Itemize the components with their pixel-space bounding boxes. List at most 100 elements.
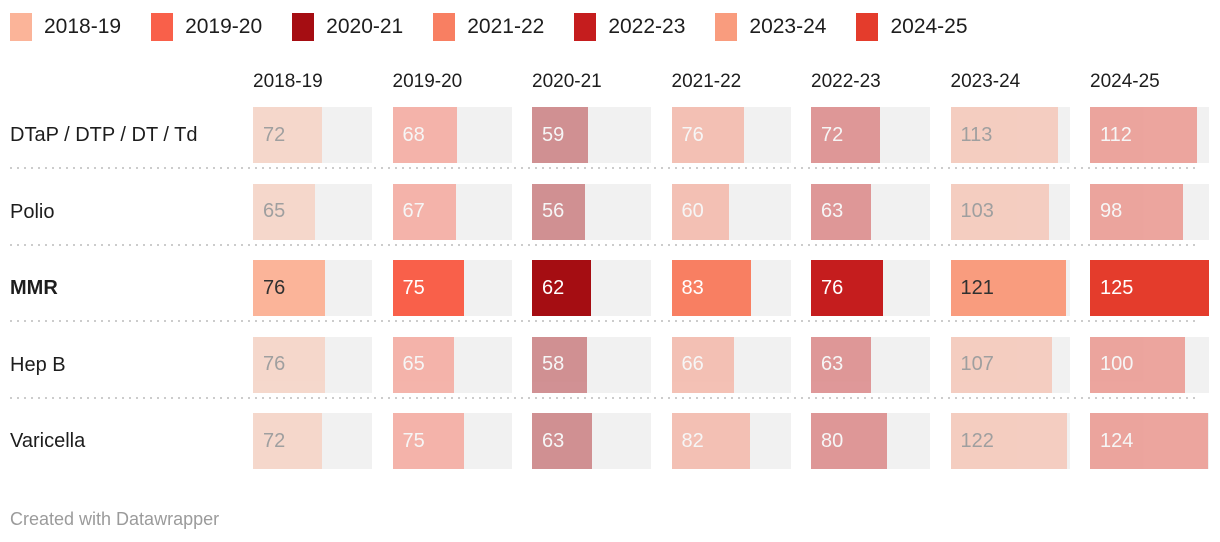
bar-track: 67 xyxy=(392,183,512,240)
bar-value: 100 xyxy=(1100,353,1134,375)
legend-item-2021-22: 2021-22 xyxy=(433,13,544,41)
column-header-2019-20: 2019-20 xyxy=(392,71,463,92)
row-label: MMR xyxy=(10,277,58,299)
column-header-2018-19: 2018-19 xyxy=(253,71,323,92)
bar-track: 65 xyxy=(253,183,372,240)
table-row: Hep B 76 65 58 66 63 107 100 xyxy=(0,336,1209,399)
row-label: Varicella xyxy=(10,430,86,452)
row-label: Polio xyxy=(10,200,55,223)
bar[interactable]: 107 xyxy=(950,336,1053,393)
bar[interactable]: 68 xyxy=(392,107,458,163)
legend-item-2019-20: 2019-20 xyxy=(151,13,262,41)
bar-value: 113 xyxy=(960,123,993,146)
column-headers: 2018-19 2019-20 2020-21 2021-22 2022-23 2023-… xyxy=(0,68,1209,96)
bar[interactable]: 103 xyxy=(950,183,1049,240)
bar[interactable]: 72 xyxy=(253,413,322,469)
bar-track: 121 xyxy=(950,260,1070,316)
legend-swatch-icon xyxy=(856,13,879,41)
bar-track: 125 xyxy=(1090,260,1209,316)
legend-swatch-icon xyxy=(151,13,174,41)
bar-track: 66 xyxy=(671,336,791,393)
bar-track: 83 xyxy=(671,260,791,316)
bar-track: 82 xyxy=(671,413,791,469)
bar-value: 122 xyxy=(960,429,994,452)
table-row: DTaP / DTP / DT / Td 72 68 59 76 72 113 112 xyxy=(0,107,1209,169)
legend-item-label: 2019-20 xyxy=(185,15,263,38)
bar-value: 121 xyxy=(960,276,994,299)
bar-value: 65 xyxy=(263,200,286,222)
bar[interactable]: 65 xyxy=(392,336,455,393)
bar-track: 76 xyxy=(671,107,791,163)
column-header-2022-23: 2022-23 xyxy=(811,71,881,92)
bar-value: 72 xyxy=(263,123,286,146)
bar-track: 63 xyxy=(811,336,930,393)
bar-value: 107 xyxy=(960,353,994,375)
legend-item-label: 2020-21 xyxy=(326,15,404,38)
bar-track: 107 xyxy=(950,336,1070,393)
bar[interactable]: 58 xyxy=(532,336,588,393)
legend-swatch-icon xyxy=(292,13,315,41)
bar-value: 72 xyxy=(263,429,286,452)
table-row: Polio 65 67 56 60 63 103 98 xyxy=(0,183,1209,246)
bar[interactable]: 62 xyxy=(532,260,592,316)
bar[interactable]: 80 xyxy=(811,413,888,469)
bar-track: 76 xyxy=(811,260,930,316)
legend-item-label: 2018-19 xyxy=(44,15,122,38)
bar-value: 68 xyxy=(402,123,425,146)
legend-item-2024-25: 2024-25 xyxy=(856,13,968,41)
bar-value: 60 xyxy=(681,200,704,222)
bar[interactable]: 67 xyxy=(392,183,457,240)
bar-track: 103 xyxy=(950,183,1070,240)
bar-track: 98 xyxy=(1090,183,1209,240)
bar[interactable]: 66 xyxy=(671,336,735,393)
bar[interactable]: 113 xyxy=(950,107,1059,163)
bar-value: 62 xyxy=(542,276,565,299)
bar[interactable]: 98 xyxy=(1090,183,1184,240)
legend-item-2022-23: 2022-23 xyxy=(574,13,685,41)
bar-value: 98 xyxy=(1100,200,1123,222)
bar[interactable]: 83 xyxy=(671,260,751,316)
bar-track: 75 xyxy=(392,260,512,316)
bar[interactable]: 121 xyxy=(950,260,1066,316)
bar[interactable]: 100 xyxy=(1090,336,1186,393)
bar[interactable]: 63 xyxy=(532,413,592,469)
bar-value: 80 xyxy=(821,429,844,452)
bar[interactable]: 125 xyxy=(1090,260,1209,316)
bar-value: 58 xyxy=(542,353,565,375)
column-header-2023-24: 2023-24 xyxy=(950,71,1021,92)
chart-rows: DTaP / DTP / DT / Td 72 68 59 76 72 113 112 Poli… xyxy=(0,107,1209,490)
bar-value: 76 xyxy=(681,123,704,146)
bar[interactable]: 76 xyxy=(253,260,326,316)
bar-value: 67 xyxy=(402,200,425,222)
bar-value: 124 xyxy=(1100,429,1134,452)
column-header-2024-25: 2024-25 xyxy=(1090,71,1160,92)
legend-item-2023-24: 2023-24 xyxy=(715,13,826,41)
bar[interactable]: 76 xyxy=(671,107,744,163)
bar[interactable]: 63 xyxy=(811,183,871,240)
bar[interactable]: 56 xyxy=(532,183,586,240)
bar-value: 63 xyxy=(821,200,844,222)
bar[interactable]: 76 xyxy=(811,260,884,316)
bar[interactable]: 75 xyxy=(392,413,464,469)
bar[interactable]: 82 xyxy=(671,413,750,469)
datawrapper-credit-link[interactable]: Created with Datawrapper xyxy=(10,509,220,529)
bar[interactable]: 72 xyxy=(253,107,322,163)
bar[interactable]: 60 xyxy=(671,183,729,240)
bar[interactable]: 59 xyxy=(532,107,589,163)
bar-value: 75 xyxy=(402,429,425,452)
bar-value: 65 xyxy=(402,353,425,375)
row-label: Hep B xyxy=(10,353,66,376)
bar[interactable]: 122 xyxy=(950,413,1067,469)
bar[interactable]: 63 xyxy=(811,336,871,393)
header-spacer xyxy=(0,68,233,96)
bar[interactable]: 75 xyxy=(392,260,464,316)
bar-value: 66 xyxy=(681,353,704,375)
bar[interactable]: 65 xyxy=(253,183,315,240)
table-row: Varicella 72 75 63 82 80 122 124 xyxy=(0,413,1209,469)
bar-track: 68 xyxy=(392,107,512,163)
bar[interactable]: 76 xyxy=(253,336,326,393)
bar[interactable]: 72 xyxy=(811,107,880,163)
bar[interactable]: 124 xyxy=(1090,413,1209,469)
legend-swatch-icon xyxy=(715,13,738,41)
bar[interactable]: 112 xyxy=(1090,107,1197,163)
